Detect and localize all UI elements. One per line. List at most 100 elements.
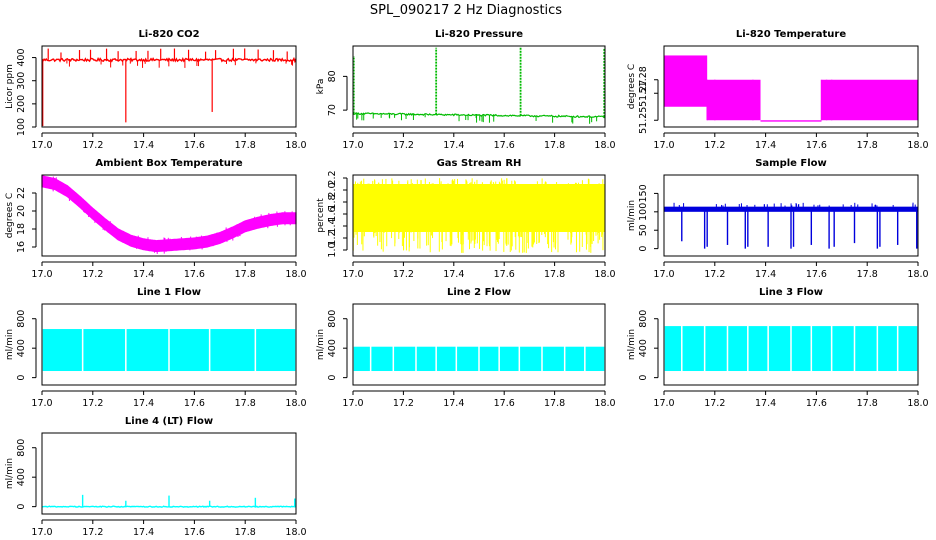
panel-sample-flow: Sample Flow 17.0 17.2 17.4 17.6 17.8 18.0 0 50 10…	[627, 158, 929, 280]
x-tick-label: 17.8	[544, 140, 565, 151]
flow-block	[83, 329, 126, 372]
panel-line-2-flow: Line 2 Flow 17.0 17.2 17.4 17.6 17.8 18.0 0 400 8…	[316, 287, 616, 409]
y-axis-label: ml/min	[316, 329, 326, 360]
y-tick-label: 70	[327, 104, 338, 116]
x-tick-label: 18.0	[907, 398, 928, 409]
x-tick-label: 17.2	[82, 527, 103, 538]
y-axis-label: degrees C	[627, 64, 637, 109]
y-tick-label: 400	[638, 339, 649, 357]
x-tick-label: 17.8	[235, 527, 256, 538]
x-tick-label: 17.6	[494, 269, 515, 280]
flow-block	[728, 326, 748, 372]
flow-block	[542, 346, 564, 372]
flow-block	[499, 346, 519, 372]
x-tick-label: 18.0	[594, 398, 615, 409]
x-tick-label: 17.0	[342, 269, 363, 280]
x-tick-label: 17.0	[31, 140, 52, 151]
plot-frame	[663, 174, 919, 257]
y-tick-label: 2.0	[327, 182, 338, 197]
x-tick-label: 17.0	[31, 398, 52, 409]
y-tick-label: 100	[16, 118, 27, 136]
flow-block	[394, 346, 416, 372]
x-tick-label: 17.4	[443, 398, 464, 409]
flow-block	[565, 346, 585, 372]
x-axis: 17.0 17.2 17.4 17.6 17.8 18.0	[31, 519, 307, 538]
y-tick-label: 18	[16, 223, 27, 235]
x-tick-label: 17.8	[544, 398, 565, 409]
temperature-band	[760, 120, 822, 122]
x-tick-label: 17.6	[494, 398, 515, 409]
x-axis: 17.0 17.2 17.4 17.6 17.8 18.0	[342, 261, 616, 280]
panel-title: Li-820 CO2	[138, 29, 199, 40]
series-li-820-co2	[41, 48, 297, 126]
x-tick-label: 17.6	[184, 527, 205, 538]
flow-block	[210, 329, 255, 372]
flow-block	[898, 326, 918, 372]
y-axis-label: kPa	[316, 79, 326, 95]
x-tick-label: 17.8	[857, 140, 878, 151]
x-tick-label: 17.6	[806, 140, 827, 151]
flow-block	[812, 326, 831, 372]
flow-block	[256, 329, 296, 372]
plot-frame	[352, 303, 606, 386]
plot-frame	[352, 174, 606, 257]
x-tick-label: 17.2	[82, 140, 103, 151]
series-band	[353, 184, 605, 232]
plot-frame	[41, 45, 297, 128]
y-axis-label: degrees C	[5, 193, 15, 238]
y-tick-label: 0	[16, 375, 27, 381]
panel-title: Li-820 Pressure	[435, 29, 523, 40]
x-tick-label: 17.2	[704, 269, 725, 280]
flow-block	[791, 326, 811, 372]
x-tick-label: 17.2	[393, 398, 414, 409]
flow-block	[878, 326, 897, 372]
y-tick-label: 100	[638, 203, 649, 221]
x-tick-label: 17.4	[755, 269, 776, 280]
series-li-820-temperature	[664, 55, 918, 122]
series-line-2-flow	[353, 346, 605, 372]
temperature-band	[707, 79, 761, 121]
y-tick-label: 0	[638, 246, 649, 252]
x-tick-label: 17.6	[184, 398, 205, 409]
temperature-band	[821, 79, 918, 121]
panel-title: Line 3 Flow	[759, 287, 823, 298]
x-tick-label: 17.0	[31, 269, 52, 280]
flow-block	[664, 326, 682, 372]
y-tick-label: 20	[16, 205, 27, 217]
panel-line-1-flow: Line 1 Flow 17.0 17.2 17.4 17.6 17.8 18.0 0 400 8…	[5, 287, 307, 409]
y-tick-label: 1.8	[327, 194, 338, 209]
panel-line-3-flow: Line 3 Flow 17.0 17.2 17.4 17.6 17.8 18.0 0 400 8…	[627, 287, 929, 409]
y-tick-label: 800	[16, 310, 27, 328]
panel-title: Line 2 Flow	[447, 287, 511, 298]
x-tick-label: 17.8	[857, 398, 878, 409]
x-axis: 17.0 17.2 17.4 17.6 17.8 18.0	[31, 261, 307, 280]
series-gas-stream-rh	[352, 178, 605, 253]
x-tick-label: 17.8	[235, 269, 256, 280]
flow-block	[457, 346, 479, 372]
x-tick-label: 17.0	[653, 140, 674, 151]
x-tick-label: 17.4	[133, 527, 154, 538]
x-axis: 17.0 17.2 17.4 17.6 17.8 18.0	[653, 132, 929, 151]
y-axis-label: percent	[316, 198, 326, 233]
y-tick-label: 200	[16, 95, 27, 113]
panel-line-4-lt-flow: Line 4 (LT) Flow 17.0 17.2 17.4 17.6 17.8 18.0…	[5, 416, 307, 538]
x-tick-label: 17.4	[133, 140, 154, 151]
figure-title: SPL_090217 2 Hz Diagnostics	[370, 3, 562, 18]
y-tick-label: 400	[327, 339, 338, 357]
plot-frame	[41, 432, 297, 515]
series-line	[41, 505, 297, 508]
y-tick-label: 300	[16, 72, 27, 90]
x-tick-label: 17.0	[31, 527, 52, 538]
y-tick-label: 400	[16, 468, 27, 486]
x-tick-label: 18.0	[907, 140, 928, 151]
plot-frame	[663, 45, 919, 128]
x-tick-label: 17.6	[806, 398, 827, 409]
x-tick-label: 17.6	[806, 269, 827, 280]
x-tick-label: 17.6	[184, 140, 205, 151]
